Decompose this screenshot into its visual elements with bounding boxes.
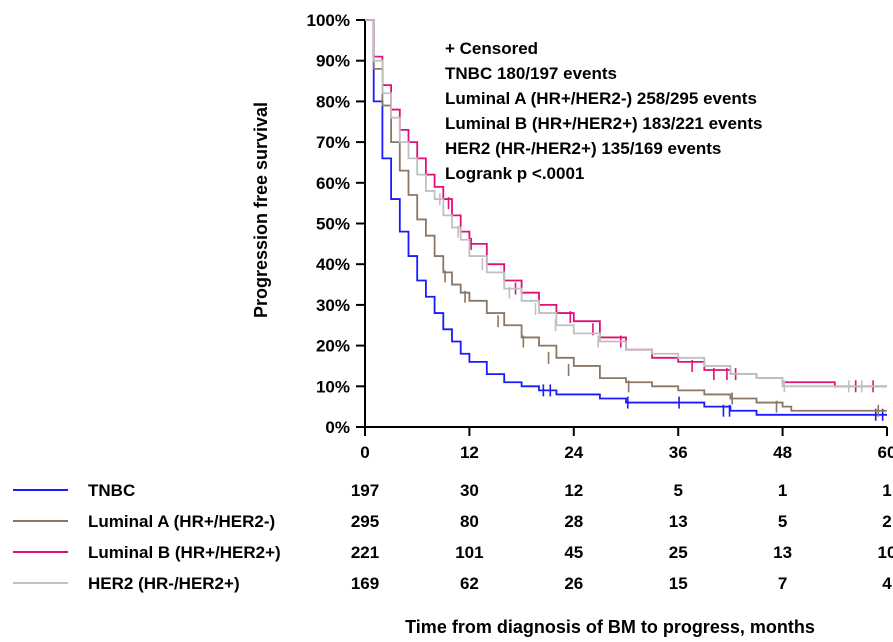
annotation-block: + Censored TNBC 180/197 events Luminal A (…	[445, 39, 762, 183]
y-tick-label: 80%	[316, 92, 350, 111]
risk-count: 4	[882, 574, 892, 593]
series-line-1	[365, 19, 887, 412]
annotation-line: + Censored	[445, 39, 538, 58]
y-tick-label: 30%	[316, 296, 350, 315]
y-tick-label: 0%	[325, 418, 350, 437]
risk-row-label: Luminal B (HR+/HER2+)	[88, 543, 281, 562]
risk-count: 101	[455, 543, 483, 562]
risk-count: 2	[882, 512, 891, 531]
y-axis-label: Progression free survival	[251, 102, 271, 318]
x-tick-label: 48	[773, 443, 792, 462]
x-tick-label: 0	[360, 443, 369, 462]
risk-count: 62	[460, 574, 479, 593]
x-tick-label: 60	[878, 443, 893, 462]
x-tick-label: 24	[564, 443, 583, 462]
risk-count: 15	[669, 574, 688, 593]
risk-count: 197	[351, 481, 379, 500]
risk-count: 1	[778, 481, 787, 500]
series-line-3	[365, 19, 887, 388]
risk-row-label: HER2 (HR-/HER2+)	[88, 574, 240, 593]
risk-table: TNBC 197 30 12 5 1 1 Luminal A (HR+/HER2-) 295 80…	[13, 481, 893, 593]
risk-count: 12	[564, 481, 583, 500]
risk-count: 30	[460, 481, 479, 500]
y-tick-label: 40%	[316, 255, 350, 274]
annotation-line: Luminal A (HR+/HER2-) 258/295 events	[445, 89, 757, 108]
risk-count: 221	[351, 543, 379, 562]
y-tick-label: 70%	[316, 133, 350, 152]
axes: 0% 10% 20% 30% 40% 50% 60% 70% 80% 90% 100% 0 12 24 36…	[307, 11, 893, 462]
y-tick-label: 60%	[316, 174, 350, 193]
risk-count: 169	[351, 574, 379, 593]
annotation-line: Logrank p <.0001	[445, 164, 584, 183]
x-tick-label: 12	[460, 443, 479, 462]
risk-count: 1	[882, 481, 891, 500]
risk-count: 5	[673, 481, 682, 500]
risk-count: 26	[564, 574, 583, 593]
annotation-line: HER2 (HR-/HER2+) 135/169 events	[445, 139, 721, 158]
y-tick-label: 50%	[316, 215, 350, 234]
risk-count: 13	[669, 512, 688, 531]
x-tick-label: 36	[669, 443, 688, 462]
y-tick-label: 10%	[316, 377, 350, 396]
annotation-line: Luminal B (HR+/HER2+) 183/221 events	[445, 114, 762, 133]
y-tick-label: 100%	[307, 11, 350, 30]
series-line-0	[365, 19, 887, 416]
risk-count: 28	[564, 512, 583, 531]
y-tick-label: 90%	[316, 52, 350, 71]
x-axis-label: Time from diagnosis of BM to progress, m…	[405, 617, 815, 637]
annotation-line: TNBC 180/197 events	[445, 64, 617, 83]
risk-count: 10	[878, 543, 893, 562]
risk-count: 45	[564, 543, 583, 562]
risk-count: 13	[773, 543, 792, 562]
risk-count: 25	[669, 543, 688, 562]
risk-count: 7	[778, 574, 787, 593]
risk-row-label: TNBC	[88, 481, 135, 500]
y-tick-label: 20%	[316, 337, 350, 356]
risk-row-label: Luminal A (HR+/HER2-)	[88, 512, 275, 531]
series-lines	[365, 19, 887, 421]
risk-count: 295	[351, 512, 379, 531]
risk-count: 80	[460, 512, 479, 531]
risk-count: 5	[778, 512, 787, 531]
